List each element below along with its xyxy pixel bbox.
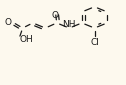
Text: OH: OH: [20, 35, 33, 44]
Text: Cl: Cl: [90, 38, 99, 47]
Text: O: O: [4, 18, 11, 27]
Text: NH: NH: [62, 20, 76, 29]
Text: O: O: [52, 11, 59, 20]
